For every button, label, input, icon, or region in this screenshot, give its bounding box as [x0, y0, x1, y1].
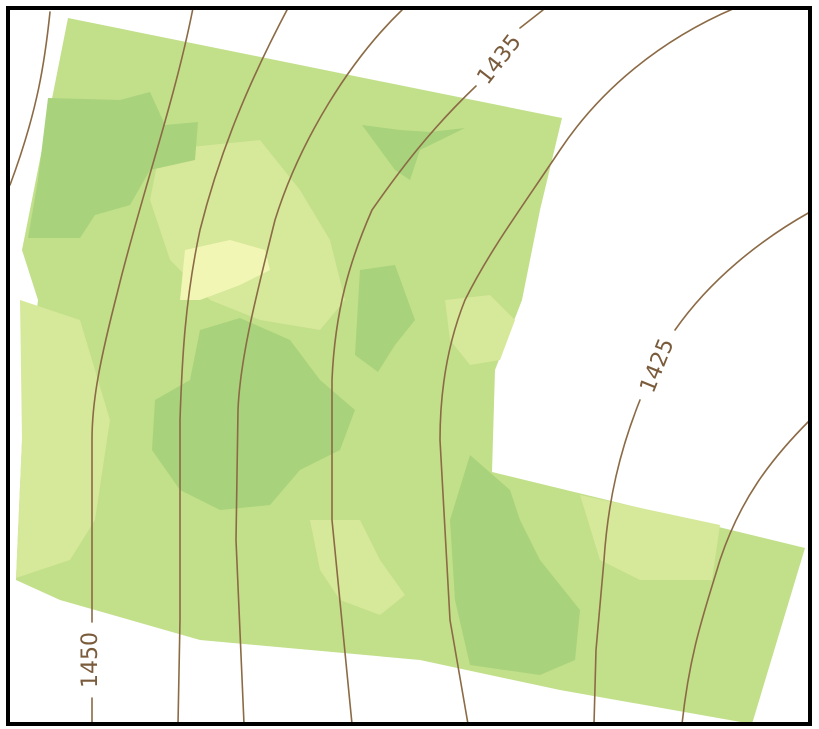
contour-label-1435: 1435	[473, 30, 527, 90]
zone-light-east	[445, 295, 515, 365]
contour-line-4	[439, 7, 736, 725]
contour-line-2	[177, 7, 289, 725]
zone-dark-east	[355, 265, 415, 372]
contour-line-1435	[331, 9, 544, 725]
contour-line-1425	[593, 211, 811, 725]
zone-highlight	[180, 240, 270, 300]
contour-line-3	[235, 9, 403, 725]
contour-label-1425: 1425	[635, 335, 679, 396]
map-border	[6, 6, 812, 726]
zone-light-southeast	[580, 495, 720, 580]
contour-line-1450	[91, 7, 194, 725]
contour-line-5	[681, 419, 811, 725]
zone-dark-northwest	[28, 92, 198, 238]
zone-dark-southeast	[450, 455, 580, 675]
contour-line-1	[9, 11, 51, 186]
zone-dark-central	[152, 318, 355, 510]
field-surface	[16, 18, 805, 724]
contour-lines	[9, 7, 811, 725]
contour-label-1450: 1450	[78, 632, 103, 688]
zone-light-west	[16, 300, 110, 578]
zone-dark-north-strip	[362, 125, 465, 180]
